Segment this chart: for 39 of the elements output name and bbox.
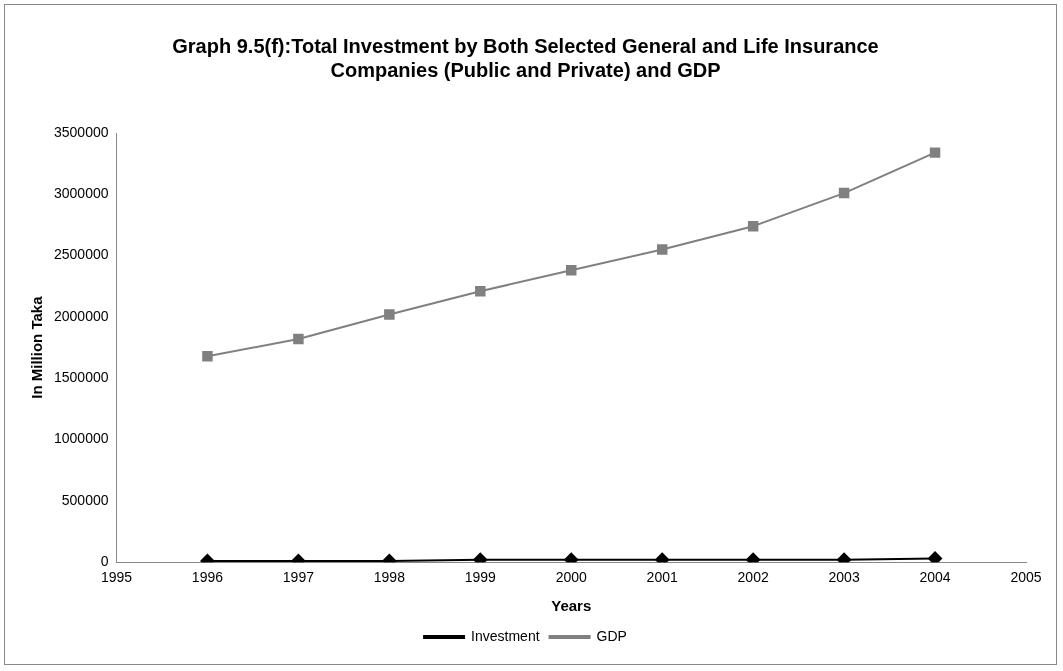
point (293, 333, 304, 345)
point (746, 552, 761, 563)
y-tick-label: 3000000 (53, 185, 109, 202)
x-axis-title: Years (551, 597, 592, 615)
y-tick-label: 3500000 (53, 123, 109, 140)
legend-label: GDP (596, 627, 627, 644)
point (929, 147, 941, 158)
point (566, 265, 577, 276)
x-tick-label: 1995 (100, 569, 133, 586)
point (837, 552, 852, 563)
point (202, 350, 213, 362)
legend-label: Investment (471, 627, 540, 644)
point (838, 187, 850, 199)
point (473, 552, 488, 563)
x-tick-label: 2005 (1010, 569, 1042, 586)
x-tick-label: 2004 (919, 569, 951, 586)
x-tick-label: 2003 (828, 569, 860, 586)
point (564, 552, 579, 563)
y-axis-title: In Million Taka (28, 295, 46, 399)
x-tick-label: 2001 (646, 569, 678, 586)
y-tick-label: 0 (100, 553, 109, 570)
point (656, 244, 668, 255)
point (475, 285, 486, 297)
point (384, 309, 395, 320)
x-tick-label: 1997 (282, 569, 315, 586)
y-tick-label: 500000 (61, 491, 109, 508)
x-tick-label: 1998 (373, 569, 406, 586)
x-tick-label: 1999 (464, 569, 497, 586)
point (928, 551, 943, 563)
x-tick-label: 2002 (737, 569, 769, 586)
chart-title: Graph 9.5(f):Total Investment by Both Selected General and Life Insurance Companies (Public and Private) and GDP (172, 34, 879, 81)
y-tick-label: 1500000 (53, 369, 109, 386)
y-tick-label: 2000000 (53, 307, 109, 324)
y-tick-label: 1000000 (53, 430, 109, 447)
point (655, 552, 670, 563)
y-tick-label: 2500000 (53, 246, 109, 263)
x-tick-label: 2000 (555, 569, 588, 586)
x-tick-label: 1996 (191, 569, 224, 586)
point (747, 220, 759, 232)
